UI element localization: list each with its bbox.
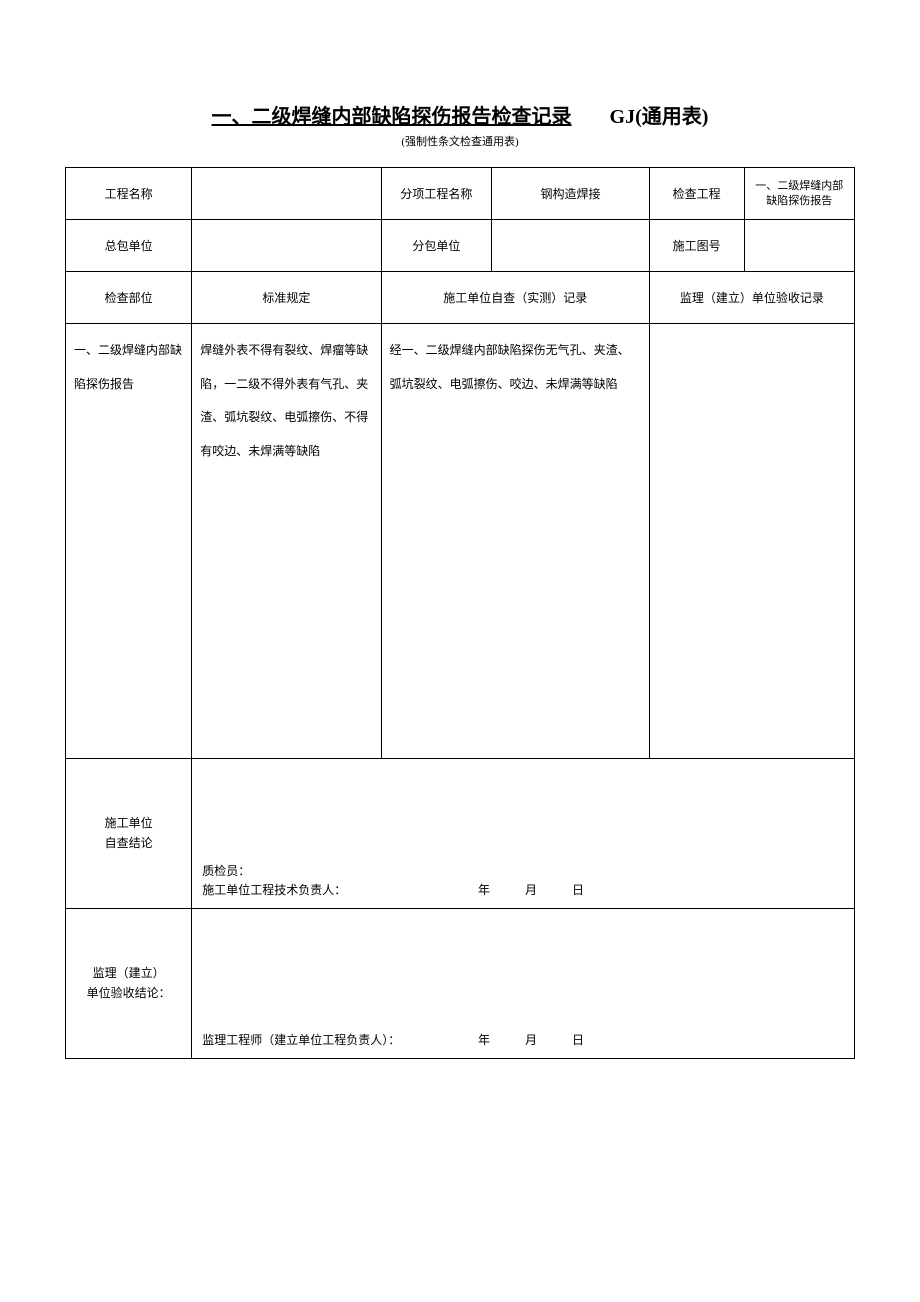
label-sub-project: 分项工程名称 [381,168,491,220]
inspector-label: 质检员： [202,862,844,881]
value-check-project: 一、二级焊缝内部缺陷探伤报告 [744,168,854,220]
body-supervision [649,324,854,759]
value-subcontractor [492,220,650,272]
tech-lead-label: 施工单位工程技术负责人： [202,881,346,900]
supervision-engineer-label: 监理工程师（建立单位工程负责人）： [202,1031,400,1050]
value-project-name [192,168,381,220]
self-date: 年月日 [478,881,584,900]
label-drawing-no: 施工图号 [649,220,744,272]
value-drawing-no [744,220,854,272]
title-suffix: GJ(通用表) [610,106,709,128]
self-conclusion-body: 质检员： 施工单位工程技术负责人： 年月日 [192,759,855,909]
label-project-name: 工程名称 [66,168,192,220]
body-check-part: 一、二级焊缝内部缺陷探伤报告 [66,324,192,759]
label-check-part: 检查部位 [66,272,192,324]
title-underlined: 一、二级焊缝内部缺陷探伤报告检查记录 [212,106,572,128]
body-standard: 焊缝外表不得有裂纹、焊瘤等缺陷，一二级不得外表有气孔、夹渣、弧坑裂纹、电弧擦伤、… [192,324,381,759]
supervision-conclusion-body: 监理工程师（建立单位工程负责人）： 年月日 [192,909,855,1059]
sup-label-line1: 监理（建立） [93,966,165,980]
value-contractor [192,220,381,272]
label-self-check: 施工单位自查（实测）记录 [381,272,649,324]
label-subcontractor: 分包单位 [381,220,491,272]
document-subtitle: (强制性条文检查通用表) [65,133,855,149]
label-check-project: 检查工程 [649,168,744,220]
value-sub-project: 钢构造焊接 [492,168,650,220]
body-self-check: 经一、二级焊缝内部缺陷探伤无气孔、夹渣、弧坑裂纹、电弧擦伤、咬边、未焊满等缺陷 [381,324,649,759]
sup-label-line2: 单位验收结论： [87,986,171,1000]
document-title: 一、二级焊缝内部缺陷探伤报告检查记录 GJ(通用表) [65,100,855,129]
self-label-line1: 施工单位 [105,816,153,830]
supervision-conclusion-label: 监理（建立） 单位验收结论： [66,909,192,1059]
supervision-date: 年月日 [478,1031,584,1050]
label-supervision: 监理（建立）单位验收记录 [649,272,854,324]
inspection-table: 工程名称 分项工程名称 钢构造焊接 检查工程 一、二级焊缝内部缺陷探伤报告 总包… [65,167,855,1059]
self-label-line2: 自查结论 [105,836,153,850]
self-conclusion-label: 施工单位 自查结论 [66,759,192,909]
label-contractor: 总包单位 [66,220,192,272]
label-standard: 标准规定 [192,272,381,324]
